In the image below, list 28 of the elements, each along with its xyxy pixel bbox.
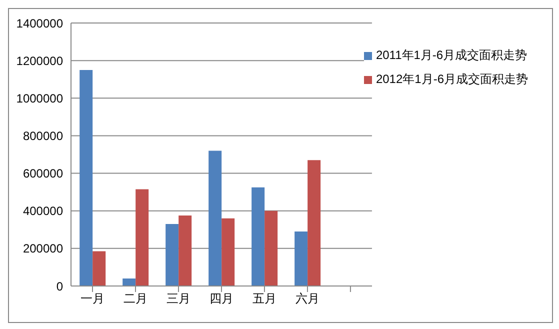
x-tick-label: 一月 <box>80 292 104 306</box>
bar <box>178 216 192 286</box>
bar <box>264 210 278 286</box>
bar <box>208 150 222 286</box>
bar <box>122 278 136 286</box>
y-tick-label: 600000 <box>22 166 64 181</box>
bar <box>294 232 308 286</box>
legend-label: 2012年1月-6月成交面积走势 <box>376 72 528 86</box>
bar <box>92 251 106 286</box>
x-tick-label: 六月 <box>295 292 320 306</box>
x-tick-label: 三月 <box>166 292 190 306</box>
x-tick-label: 五月 <box>252 292 276 306</box>
bar <box>308 160 321 286</box>
y-tick-label: 0 <box>56 279 64 294</box>
bar <box>166 224 179 286</box>
bar <box>136 189 149 286</box>
y-tick-label: 800000 <box>22 128 64 143</box>
y-tick-label: 1400000 <box>16 16 64 30</box>
y-tick-label: 1000000 <box>16 91 64 106</box>
bar <box>222 218 235 286</box>
bar <box>252 187 265 286</box>
y-tick-label: 1200000 <box>16 54 64 68</box>
x-tick-label: 二月 <box>123 292 148 306</box>
x-tick-label: 四月 <box>209 292 234 306</box>
legend-label: 2011年1月-6月成交面积走势 <box>376 48 528 62</box>
y-tick-label: 200000 <box>22 242 64 256</box>
bar <box>80 70 93 286</box>
y-tick-label: 400000 <box>22 204 64 218</box>
